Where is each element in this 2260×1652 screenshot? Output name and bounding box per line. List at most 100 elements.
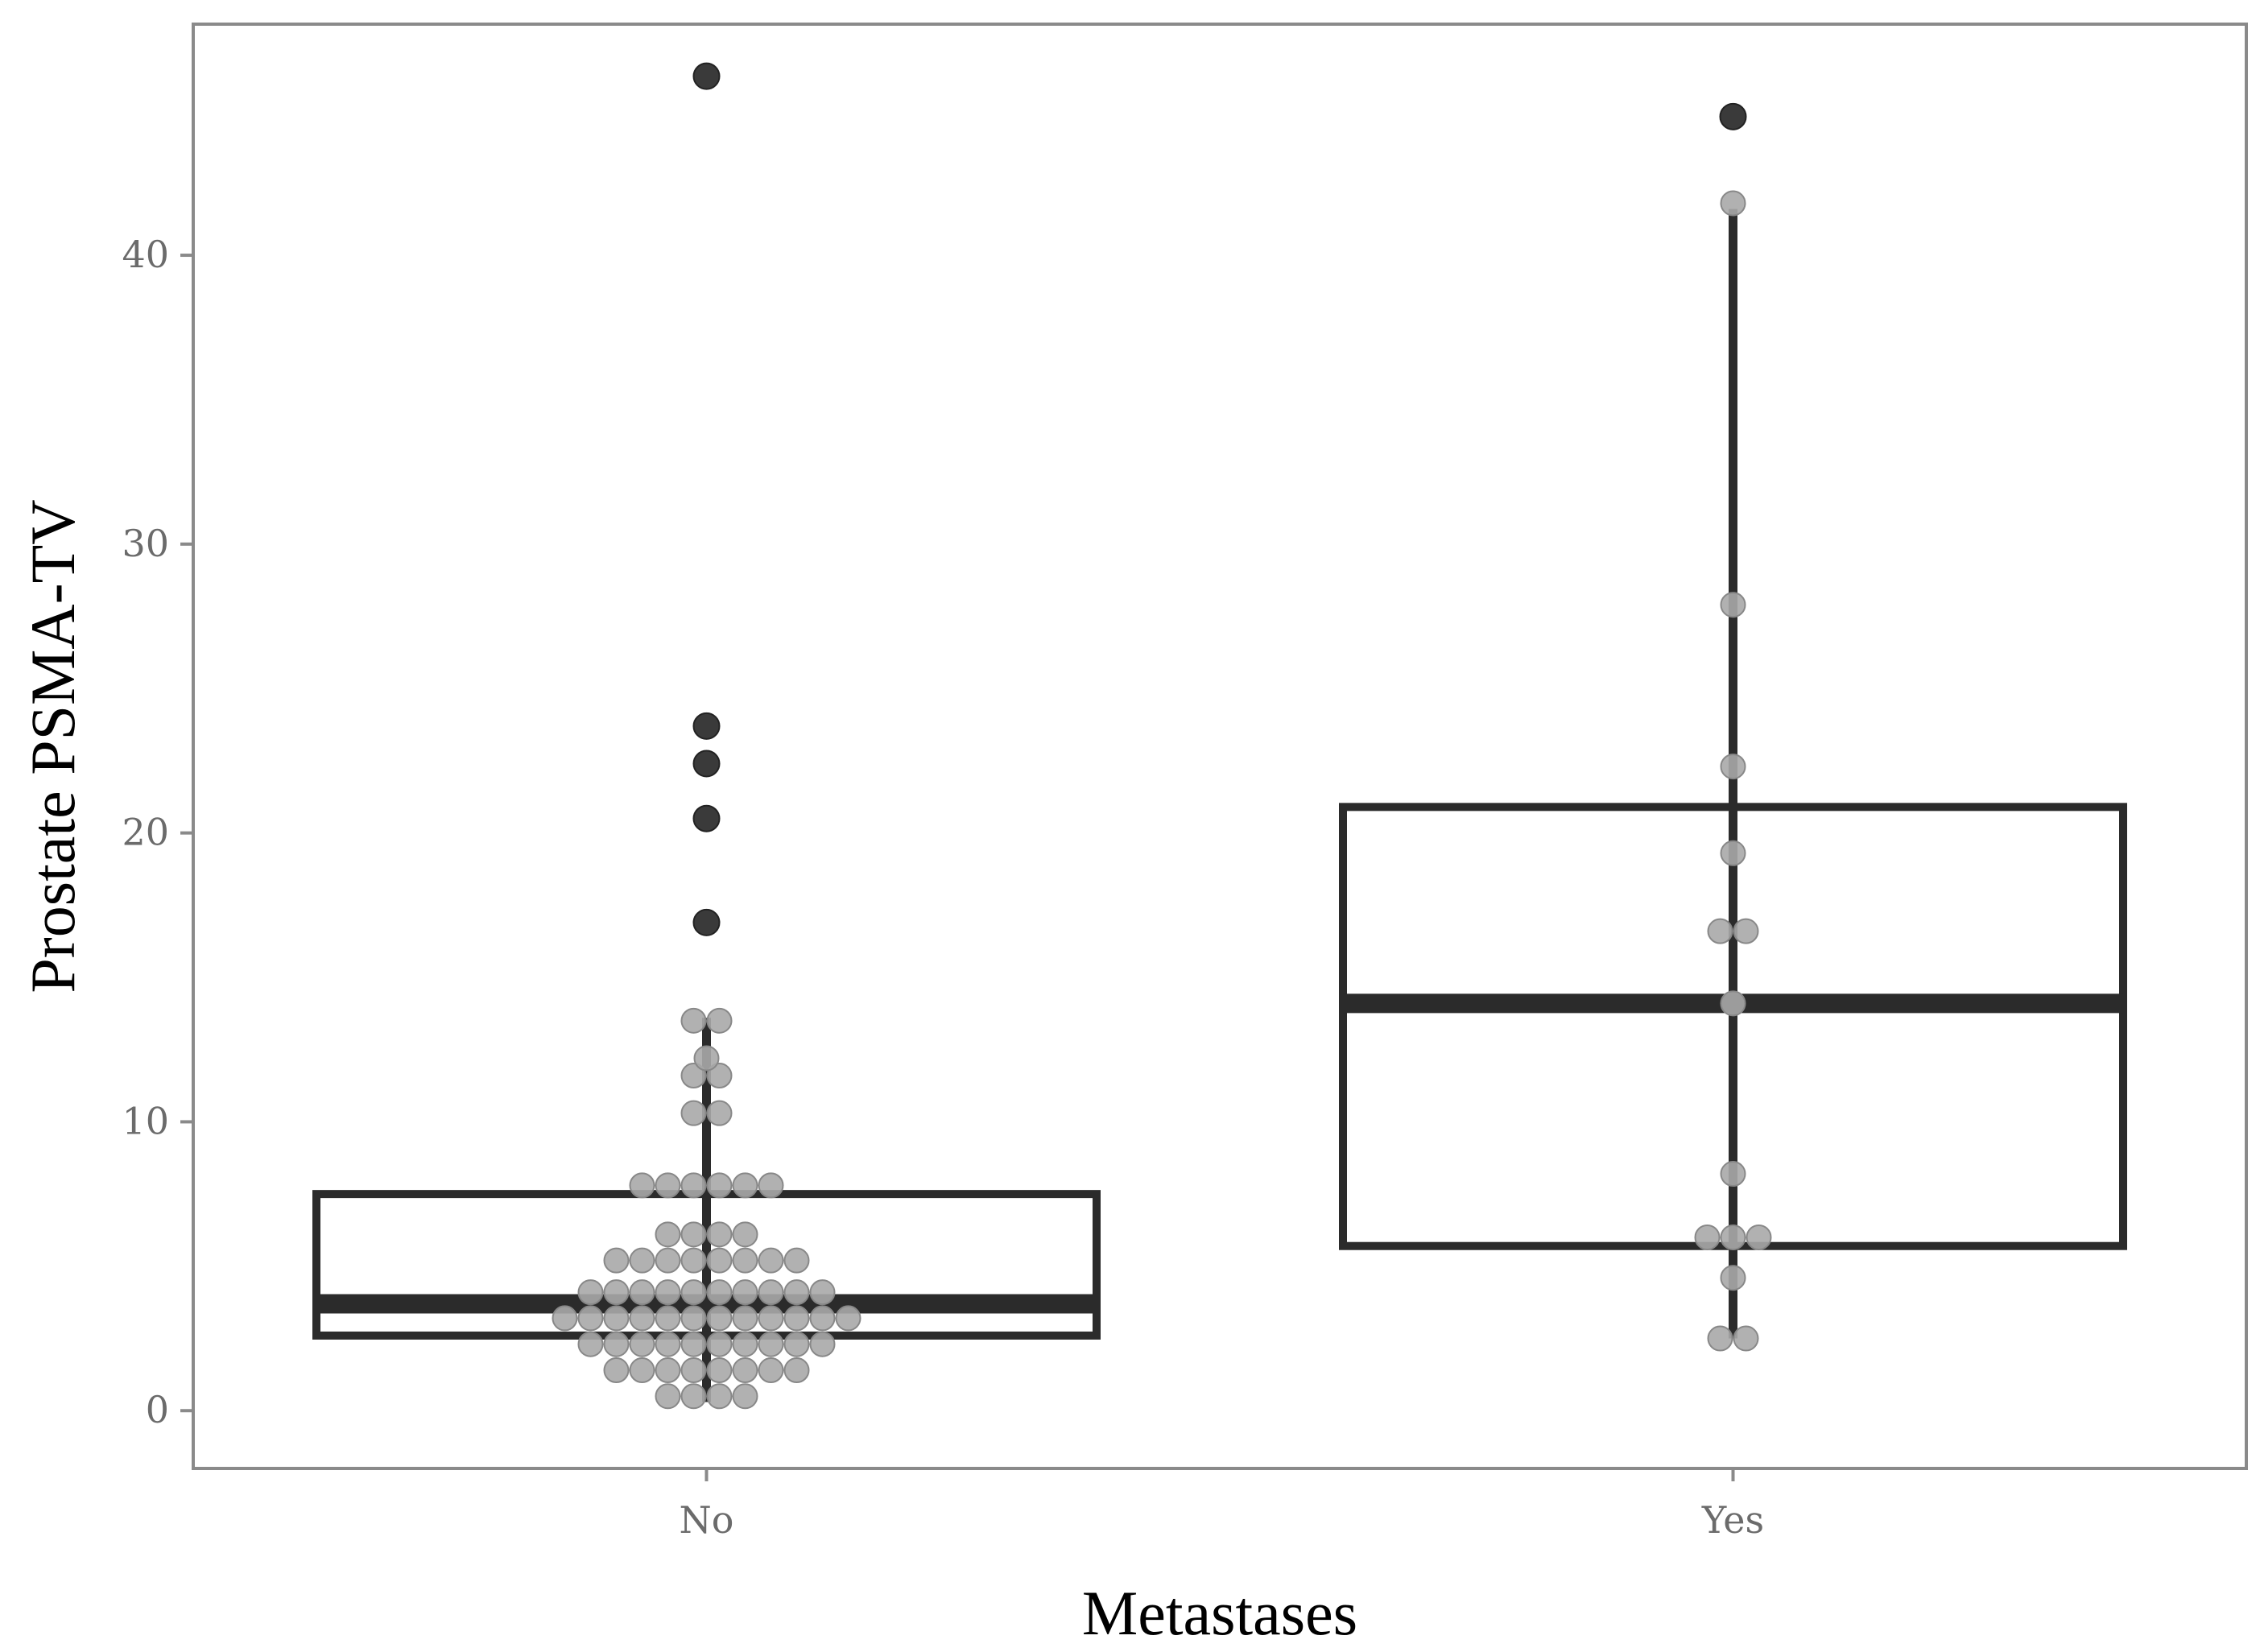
outlier-point	[692, 908, 721, 936]
data-point	[655, 1221, 681, 1248]
data-point	[758, 1357, 784, 1384]
data-point	[680, 1279, 707, 1306]
data-point	[783, 1279, 810, 1306]
y-tick-label: 0	[146, 1388, 169, 1431]
data-point	[680, 1063, 707, 1089]
data-point	[680, 1383, 707, 1410]
data-point	[1720, 1224, 1746, 1250]
data-point	[706, 1305, 733, 1332]
data-point	[706, 1383, 733, 1410]
data-point	[706, 1247, 733, 1274]
data-point	[1720, 754, 1746, 780]
data-point	[1720, 990, 1746, 1017]
data-point	[1720, 1161, 1746, 1187]
data-point	[655, 1247, 681, 1274]
data-point	[732, 1357, 758, 1384]
data-point	[732, 1221, 758, 1248]
y-axis: 0 10 20 30 40	[122, 233, 193, 1431]
data-point	[758, 1305, 784, 1332]
data-point	[706, 1357, 733, 1384]
data-point	[732, 1305, 758, 1332]
x-tick-label: No	[680, 1498, 734, 1542]
x-tick-label: Yes	[1701, 1498, 1764, 1542]
data-point	[603, 1247, 630, 1274]
data-point	[655, 1172, 681, 1199]
data-point	[835, 1305, 861, 1332]
box-iqr	[312, 1190, 1101, 1340]
data-point	[603, 1279, 630, 1306]
data-point	[732, 1383, 758, 1410]
data-point	[1720, 840, 1746, 866]
data-point	[1694, 1224, 1721, 1250]
data-point	[706, 1063, 733, 1089]
data-point	[629, 1305, 655, 1332]
data-point	[783, 1247, 810, 1274]
data-point	[655, 1305, 681, 1332]
data-point	[706, 1007, 733, 1034]
x-axis: No Yes	[680, 1468, 1764, 1542]
data-point	[758, 1172, 784, 1199]
data-point	[1720, 190, 1746, 217]
data-point	[706, 1100, 733, 1126]
outlier-point	[692, 712, 721, 740]
data-point	[629, 1357, 655, 1384]
data-point	[732, 1279, 758, 1306]
data-point	[693, 1045, 720, 1072]
data-point	[680, 1247, 707, 1274]
data-point	[552, 1305, 578, 1332]
x-axis-title: Metastases	[1082, 1578, 1357, 1648]
data-point	[680, 1331, 707, 1357]
data-point	[629, 1247, 655, 1274]
data-point	[732, 1247, 758, 1274]
data-point	[577, 1279, 604, 1306]
data-point	[680, 1357, 707, 1384]
data-point	[1707, 918, 1733, 944]
data-point	[655, 1357, 681, 1384]
y-axis-title: Prostate PSMA-TV	[18, 499, 88, 993]
y-tick-label: 20	[122, 811, 169, 854]
data-point	[1707, 1325, 1733, 1352]
data-point	[680, 1172, 707, 1199]
data-point	[680, 1100, 707, 1126]
data-point	[809, 1305, 836, 1332]
data-point	[577, 1331, 604, 1357]
data-point	[629, 1331, 655, 1357]
data-point	[809, 1331, 836, 1357]
outlier-point	[692, 62, 721, 90]
outlier-point	[692, 750, 721, 778]
data-point	[732, 1331, 758, 1357]
data-point	[655, 1383, 681, 1410]
y-tick-label: 10	[122, 1099, 169, 1142]
outlier-point	[1719, 102, 1747, 130]
data-point	[783, 1305, 810, 1332]
data-point	[1733, 1325, 1759, 1352]
data-point	[706, 1331, 733, 1357]
panel-border	[192, 23, 2248, 1470]
data-point	[1746, 1224, 1772, 1250]
data-point	[680, 1221, 707, 1248]
data-point	[783, 1357, 810, 1384]
data-point	[758, 1331, 784, 1357]
data-point	[1733, 918, 1759, 944]
data-point	[655, 1279, 681, 1306]
data-point	[758, 1247, 784, 1274]
data-point	[732, 1172, 758, 1199]
data-point	[706, 1221, 733, 1248]
data-point	[758, 1279, 784, 1306]
data-point	[629, 1279, 655, 1306]
data-point	[603, 1305, 630, 1332]
data-point	[1720, 1265, 1746, 1291]
data-point	[706, 1279, 733, 1306]
data-point	[655, 1331, 681, 1357]
y-tick-label: 30	[122, 522, 169, 565]
data-point	[706, 1172, 733, 1199]
y-tick-label: 40	[122, 233, 169, 276]
data-point	[783, 1331, 810, 1357]
data-point	[629, 1172, 655, 1199]
outlier-point	[692, 804, 721, 832]
data-point	[603, 1357, 630, 1384]
data-point	[603, 1331, 630, 1357]
data-point	[809, 1279, 836, 1306]
data-point	[680, 1305, 707, 1332]
